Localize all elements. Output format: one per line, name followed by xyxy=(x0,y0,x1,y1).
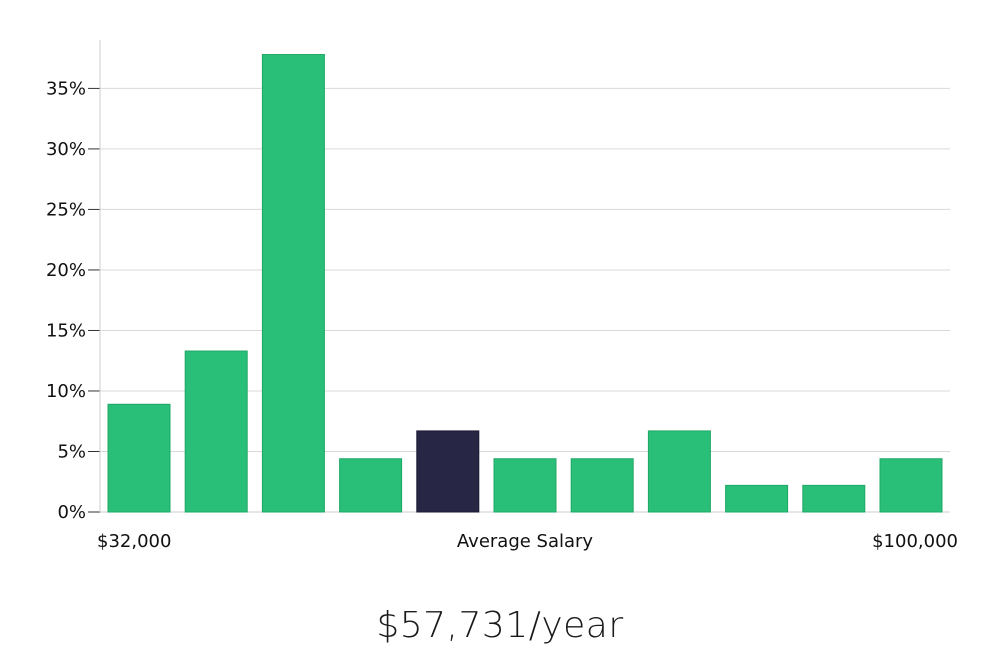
y-tick-label: 35% xyxy=(46,78,86,99)
bar xyxy=(647,430,711,513)
bar xyxy=(339,458,403,513)
bar xyxy=(261,54,325,513)
y-tick-label: 30% xyxy=(46,139,86,160)
bar xyxy=(570,458,634,513)
bar xyxy=(107,403,171,513)
bar-highlighted xyxy=(416,430,480,513)
average-salary-value: $57,731/year xyxy=(376,605,624,646)
x-min-label: $32,000 xyxy=(97,531,171,552)
y-tick-label: 15% xyxy=(46,320,86,341)
x-max-label: $100,000 xyxy=(872,531,958,552)
bar xyxy=(493,458,557,513)
y-tick-label: 25% xyxy=(46,199,86,220)
chart-canvas: 0% 5% 10% 15% 20% 25% 30% 35% $32,000 Average Sal… xyxy=(46,40,958,552)
y-tick-label: 10% xyxy=(46,381,86,402)
bar xyxy=(802,484,866,513)
x-axis-title: Average Salary xyxy=(457,531,594,552)
bar xyxy=(725,484,789,513)
y-tick-label: 5% xyxy=(57,441,86,462)
y-tick-label: 0% xyxy=(57,502,86,523)
y-tick-label: 20% xyxy=(46,260,86,281)
bar xyxy=(879,458,943,513)
bar xyxy=(184,350,248,513)
